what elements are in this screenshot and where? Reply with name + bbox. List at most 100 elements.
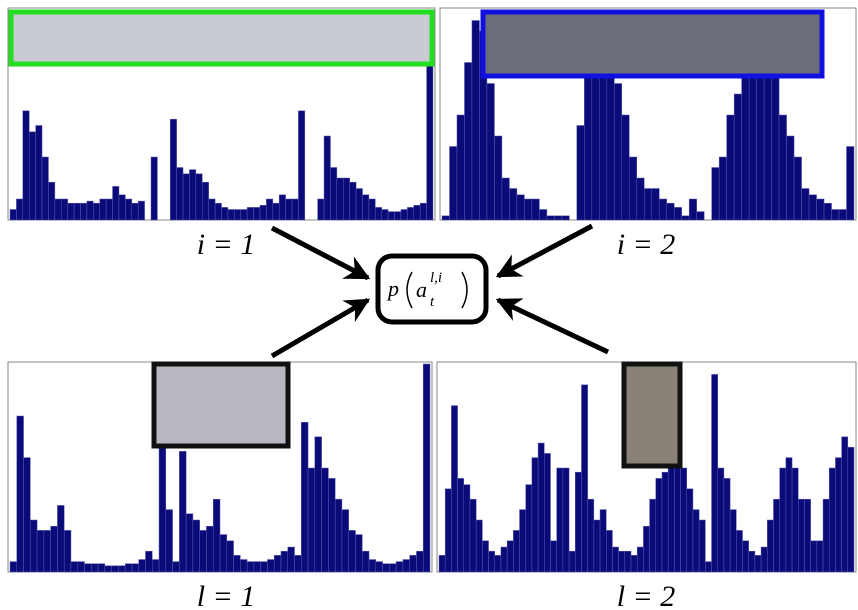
bar (629, 157, 636, 220)
bar (241, 210, 247, 221)
bar (85, 564, 92, 572)
bar (600, 510, 606, 572)
x-axis-label: l = 2 (617, 580, 676, 610)
bar (848, 447, 854, 572)
bar (811, 541, 817, 572)
bar (569, 551, 575, 572)
bar (625, 551, 631, 572)
bar (209, 199, 215, 220)
bar (724, 478, 730, 572)
bar (410, 555, 417, 572)
bar (337, 178, 343, 220)
bar (355, 535, 362, 572)
bar (68, 203, 74, 220)
bar (423, 364, 430, 572)
bar (288, 547, 295, 572)
bar (470, 499, 476, 572)
bar (295, 555, 302, 572)
x-axis-label: i = 1 (197, 228, 256, 261)
bar (247, 207, 253, 220)
bar (792, 468, 798, 572)
bar (87, 201, 93, 220)
bar (464, 63, 471, 221)
bar (200, 530, 207, 572)
bar (689, 199, 696, 220)
bar (667, 203, 674, 220)
bar (839, 210, 846, 221)
bar (138, 201, 144, 220)
bar (544, 453, 550, 572)
image (624, 364, 680, 466)
bar (267, 560, 274, 572)
bar (330, 168, 336, 221)
bar (407, 207, 413, 220)
bar (517, 195, 524, 220)
bar (458, 478, 464, 572)
arrow (272, 228, 368, 278)
bar (547, 216, 554, 220)
bar (44, 530, 51, 572)
bar (335, 499, 342, 572)
bar (298, 111, 304, 220)
bar (42, 157, 48, 220)
bar (324, 136, 330, 220)
formula-sup: l,i (430, 270, 442, 286)
bar (401, 210, 407, 221)
bar (749, 551, 755, 572)
bar (151, 157, 157, 220)
bar (315, 437, 322, 572)
figure: i = 1i = 2l = 1l = 2 p a l,i t (0, 0, 858, 610)
bar (482, 541, 488, 572)
bar (91, 564, 98, 572)
bar (787, 136, 794, 220)
bar (105, 566, 112, 572)
bar (734, 94, 741, 220)
bar (383, 564, 390, 572)
bar (57, 505, 64, 572)
bar (279, 195, 285, 220)
bar (403, 560, 410, 572)
image (154, 364, 288, 446)
bar (215, 203, 221, 220)
bar (177, 168, 183, 221)
image-strip (483, 12, 822, 76)
bar (501, 547, 507, 572)
bar (824, 203, 831, 220)
bar (550, 541, 556, 572)
bar (817, 541, 823, 572)
bar (388, 212, 394, 220)
bar (64, 530, 71, 572)
bar (524, 199, 531, 220)
bar (266, 199, 272, 220)
bar (119, 195, 125, 220)
bar (30, 520, 37, 572)
bar (439, 555, 445, 572)
bar (179, 451, 186, 572)
bar (125, 564, 132, 572)
bar (389, 564, 396, 572)
bar (563, 468, 569, 572)
bar (48, 182, 54, 220)
formula-base: p (386, 276, 399, 301)
bar (286, 199, 292, 220)
bar (356, 189, 362, 221)
bar (832, 210, 839, 221)
bar (362, 551, 369, 572)
bar (476, 520, 482, 572)
bar (106, 199, 112, 220)
bar (375, 207, 381, 220)
bar (292, 199, 298, 220)
bar (681, 468, 687, 572)
bar (449, 147, 456, 221)
bar (301, 422, 308, 572)
bar (697, 212, 704, 220)
bar (562, 216, 569, 220)
bar (584, 73, 591, 220)
bar (526, 485, 532, 572)
bar (650, 499, 656, 572)
bar (234, 555, 241, 572)
bar (220, 535, 227, 572)
bar (51, 526, 58, 572)
bar (755, 555, 761, 572)
bar (532, 199, 539, 220)
